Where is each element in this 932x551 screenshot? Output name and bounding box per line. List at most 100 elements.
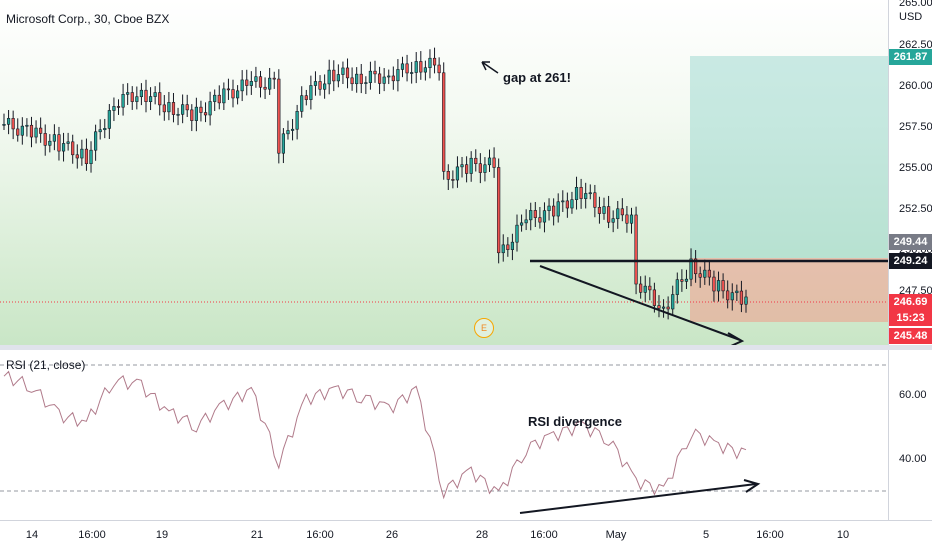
candle-body[interactable] <box>300 95 304 112</box>
candle-body[interactable] <box>671 294 675 310</box>
candle-body[interactable] <box>135 96 139 102</box>
candle-body[interactable] <box>657 305 661 309</box>
candle-body[interactable] <box>648 285 652 291</box>
candle-body[interactable] <box>2 124 6 126</box>
rsi-pane[interactable]: RSI (21, close) RSI divergence <box>0 350 888 520</box>
candle-body[interactable] <box>739 290 744 305</box>
candle-body[interactable] <box>377 73 382 84</box>
candle-body[interactable] <box>570 199 574 209</box>
candle-body[interactable] <box>574 187 579 200</box>
candle-body[interactable] <box>121 94 125 108</box>
candle-body[interactable] <box>304 95 308 100</box>
price-chart-pane[interactable]: Microsoft Corp., 30, Cboe BZX gap at 261… <box>0 0 888 347</box>
candle-body[interactable] <box>20 125 24 136</box>
candle-body[interactable] <box>419 61 423 73</box>
candle-body[interactable] <box>639 283 643 293</box>
candle-body[interactable] <box>716 280 721 292</box>
candle-body[interactable] <box>565 200 569 209</box>
candle-body[interactable] <box>355 73 359 85</box>
candle-body[interactable] <box>451 179 455 181</box>
candle-body[interactable] <box>593 192 597 208</box>
candle-body[interactable] <box>515 224 519 243</box>
candle-body[interactable] <box>116 106 121 108</box>
candle-body[interactable] <box>263 86 267 90</box>
candle-body[interactable] <box>199 106 203 113</box>
candle-body[interactable] <box>428 57 432 69</box>
candle-body[interactable] <box>277 78 281 154</box>
candle-body[interactable] <box>231 89 235 99</box>
candle-body[interactable] <box>171 102 176 115</box>
candle-body[interactable] <box>281 133 285 154</box>
candle-body[interactable] <box>364 82 368 84</box>
candle-body[interactable] <box>744 296 748 305</box>
candle-body[interactable] <box>249 81 253 86</box>
candle-body[interactable] <box>387 75 391 78</box>
candle-body[interactable] <box>661 306 666 309</box>
candle-body[interactable] <box>442 72 446 172</box>
candle-body[interactable] <box>80 148 84 159</box>
candle-body[interactable] <box>707 269 711 278</box>
candle-body[interactable] <box>625 214 629 224</box>
candle-body[interactable] <box>584 193 588 199</box>
candle-body[interactable] <box>16 128 20 136</box>
candle-body[interactable] <box>492 157 496 168</box>
candle-body[interactable] <box>107 110 111 129</box>
candle-body[interactable] <box>542 210 547 223</box>
candle-body[interactable] <box>245 79 249 86</box>
candle-body[interactable] <box>396 69 400 82</box>
candle-body[interactable] <box>629 214 634 224</box>
candle-body[interactable] <box>547 205 551 211</box>
candle-body[interactable] <box>290 128 295 131</box>
candle-body[interactable] <box>272 77 276 80</box>
candle-body[interactable] <box>75 154 79 159</box>
candle-body[interactable] <box>94 131 98 151</box>
candle-body[interactable] <box>318 81 322 90</box>
candle-body[interactable] <box>254 76 258 82</box>
candle-body[interactable] <box>382 76 386 84</box>
candle-body[interactable] <box>235 90 240 99</box>
price-chart[interactable] <box>0 0 888 347</box>
candle-body[interactable] <box>6 118 11 125</box>
price-trendline[interactable] <box>539 265 741 341</box>
candle-body[interactable] <box>556 201 560 217</box>
candle-body[interactable] <box>680 279 684 282</box>
candle-body[interactable] <box>519 222 524 226</box>
candle-body[interactable] <box>474 157 478 165</box>
candle-body[interactable] <box>52 134 56 142</box>
candle-body[interactable] <box>240 79 244 92</box>
candle-body[interactable] <box>341 67 345 75</box>
candle-body[interactable] <box>112 106 116 111</box>
candle-body[interactable] <box>506 244 510 250</box>
candle-body[interactable] <box>89 149 93 165</box>
time-axis[interactable]: 14 16:00 19 21 16:00 26 28 16:00 May 5 1… <box>0 520 932 551</box>
candle-body[interactable] <box>309 85 313 100</box>
candle-body[interactable] <box>208 101 212 116</box>
candle-body[interactable] <box>148 96 153 102</box>
candle-body[interactable] <box>34 127 38 138</box>
candle-body[interactable] <box>694 258 698 275</box>
candle-body[interactable] <box>226 88 231 91</box>
candle-body[interactable] <box>712 276 716 292</box>
candle-body[interactable] <box>497 167 501 254</box>
candle-body[interactable] <box>483 164 487 173</box>
candle-body[interactable] <box>588 192 592 195</box>
candle-body[interactable] <box>414 61 418 73</box>
candle-body[interactable] <box>726 290 730 301</box>
candle-body[interactable] <box>11 118 15 130</box>
candle-body[interactable] <box>487 157 492 166</box>
candle-body[interactable] <box>222 88 226 104</box>
candle-body[interactable] <box>57 134 61 152</box>
candle-body[interactable] <box>258 76 263 88</box>
candle-body[interactable] <box>84 148 89 165</box>
candle-body[interactable] <box>103 128 107 131</box>
candle-body[interactable] <box>602 206 606 214</box>
candle-body[interactable] <box>524 219 528 224</box>
candle-body[interactable] <box>190 109 194 121</box>
candle-body[interactable] <box>162 104 166 113</box>
candle-body[interactable] <box>552 205 556 217</box>
candle-body[interactable] <box>469 157 473 174</box>
candle-body[interactable] <box>194 106 198 121</box>
candle-body[interactable] <box>144 89 148 102</box>
candle-body[interactable] <box>501 244 505 254</box>
candle-body[interactable] <box>400 63 405 70</box>
